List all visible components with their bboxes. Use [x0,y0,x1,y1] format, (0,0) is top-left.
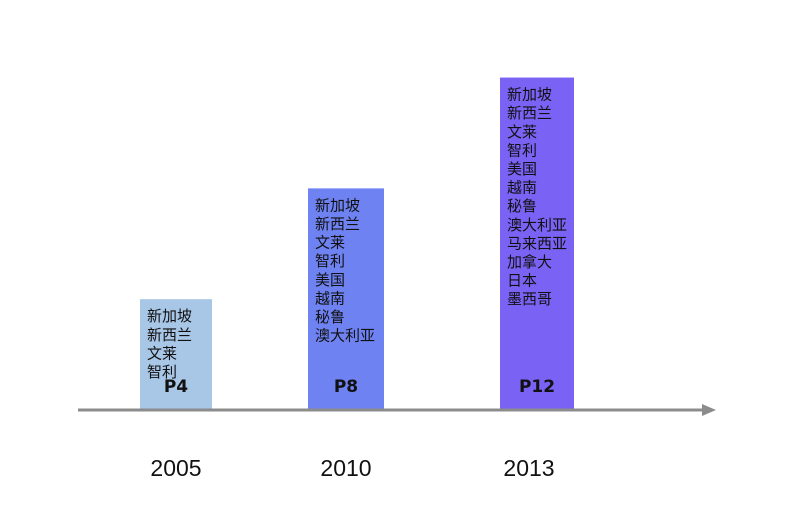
bar-member-label: 墨西哥 [507,290,552,308]
x-axis-arrow-icon [702,404,716,416]
bar-member-label: 澳大利亚 [315,327,375,345]
bar-member-label: 马来西亚 [507,234,567,252]
bar-member-label: 加拿大 [507,253,552,271]
x-tick-label: 2013 [503,455,554,481]
bar-member-label: 越南 [315,289,345,307]
bar-value-label: P8 [334,377,358,397]
bar-member-label: 美国 [507,160,537,178]
bar-member-label: 新加坡 [507,86,552,104]
bar-member-label: 日本 [507,272,537,290]
bar-member-label: 新加坡 [147,307,192,325]
bar-member-label: 秘鲁 [315,308,345,326]
bar-value-label: P12 [519,377,555,397]
bar-2005 [140,299,212,410]
bar-member-label: 智利 [147,363,177,381]
bar-2010 [308,188,384,410]
bar-member-label: 美国 [315,271,345,289]
bar-value-label: P4 [164,377,188,397]
bar-2013 [500,77,574,411]
bar-member-label: 澳大利亚 [507,216,567,234]
bar-member-label: 秘鲁 [507,197,537,215]
bar-member-label: 新西兰 [507,104,552,122]
bar-member-label: 文莱 [507,123,537,141]
bar-member-label: 智利 [315,252,345,270]
bar-member-label: 文莱 [147,344,177,362]
x-tick-label: 2010 [320,455,371,481]
bar-member-label: 新加坡 [315,196,360,214]
bar-member-label: 智利 [507,141,537,159]
bar-member-label: 越南 [507,179,537,197]
bar-member-label: 文莱 [315,234,345,252]
bar-member-label: 新西兰 [147,326,192,344]
bar-member-label: 新西兰 [315,215,360,233]
x-tick-label: 2005 [150,455,201,481]
